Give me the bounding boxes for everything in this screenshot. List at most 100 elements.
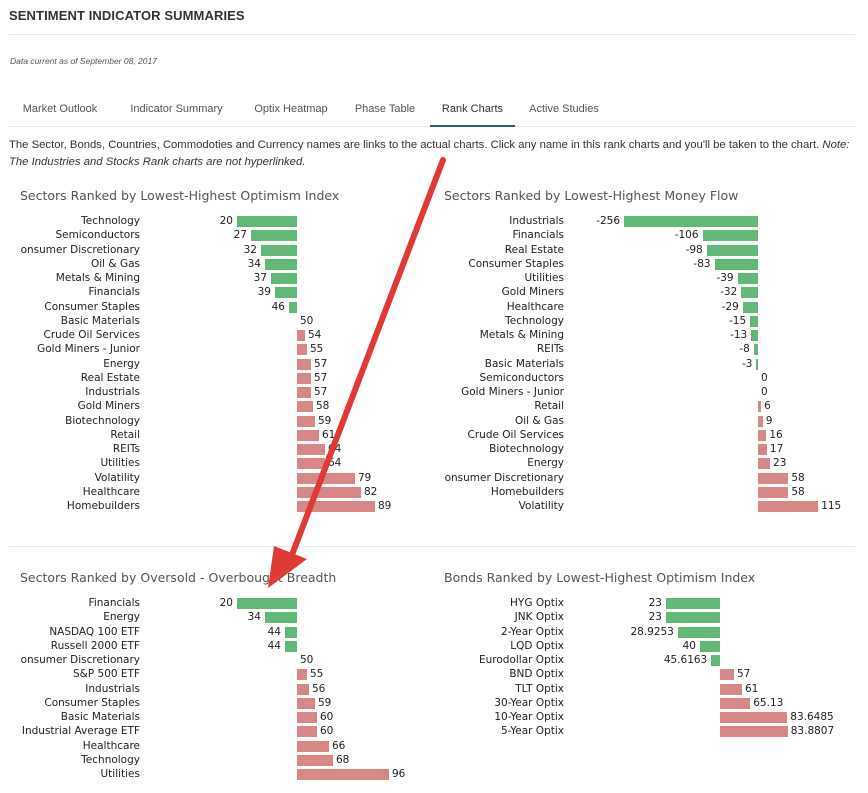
rank-row: LQD Optix 40 [444, 639, 854, 653]
bar-value: 66 [332, 739, 346, 752]
rank-label-financials[interactable]: Financials [512, 229, 564, 242]
bar [297, 387, 311, 398]
rank-row: Technology 20 [20, 214, 430, 228]
rank-row: Metals & Mining -13 [444, 328, 854, 342]
tab-rank-charts[interactable]: Rank Charts [430, 96, 515, 127]
rank-label-oil-gas[interactable]: Oil & Gas [514, 414, 564, 427]
rank-label-5-year-optix[interactable]: 5-Year Optix [501, 725, 564, 738]
rank-label-consumer-discretionary[interactable]: Consumer Discretionary [20, 243, 140, 256]
rank-label-biotechnology[interactable]: Biotechnology [65, 414, 140, 427]
rank-label-metals-mining[interactable]: Metals & Mining [55, 272, 140, 284]
rank-label-utilities[interactable]: Utilities [524, 272, 564, 284]
rank-label-utilities[interactable]: Utilities [100, 457, 140, 470]
rank-label-oil-gas[interactable]: Oil & Gas [90, 257, 140, 270]
rank-label-gold-miners-junior[interactable]: Gold Miners - Junior [461, 386, 564, 398]
rank-label-industrials[interactable]: Industrials [85, 386, 140, 398]
rank-row: Oil & Gas 34 [20, 257, 430, 271]
rank-label-homebuilders[interactable]: Homebuilders [490, 485, 564, 498]
rank-label-energy[interactable]: Energy [527, 457, 564, 470]
rank-label-2-year-optix[interactable]: 2-Year Optix [501, 625, 564, 638]
bar [758, 429, 767, 441]
rank-label-homebuilders[interactable]: Homebuilders [66, 500, 140, 512]
rank-row: Russell 2000 ETF 44 [20, 639, 430, 653]
rank-label-basic-materials[interactable]: Basic Materials [484, 357, 564, 370]
bar-value: -15 [729, 314, 747, 327]
rank-label-reits[interactable]: REITs [536, 343, 564, 356]
bar [297, 769, 389, 780]
rank-label-gold-miners[interactable]: Gold Miners [501, 286, 564, 299]
bar-value: 9 [765, 414, 773, 427]
rank-label-metals-mining[interactable]: Metals & Mining [479, 329, 564, 341]
rank-label-hyg-optix[interactable]: HYG Optix [510, 597, 564, 609]
rank-label-lqd-optix[interactable]: LQD Optix [510, 639, 564, 652]
bar [297, 501, 375, 512]
rank-label-industrials: Industrials [85, 682, 140, 695]
bar [297, 401, 313, 413]
rank-label-gold-miners[interactable]: Gold Miners [77, 400, 140, 413]
tab-active-studies[interactable]: Active Studies [529, 103, 599, 115]
rank-label-industrials[interactable]: Industrials [509, 215, 564, 227]
bar [285, 640, 297, 652]
bar-value: 56 [312, 682, 326, 695]
rank-label-bnd-optix[interactable]: BND Optix [509, 668, 564, 681]
rank-label-basic-materials[interactable]: Basic Materials [60, 314, 140, 327]
rank-label-jnk-optix[interactable]: JNK Optix [514, 611, 564, 624]
rank-label-real-estate[interactable]: Real Estate [504, 243, 564, 256]
rank-label-consumer-staples[interactable]: Consumer Staples [44, 300, 140, 313]
rank-label-healthcare[interactable]: Healthcare [506, 300, 564, 313]
rank-label-s-p-500-etf: S&P 500 ETF [73, 668, 140, 681]
bar [741, 287, 758, 299]
rank-label-semiconductors[interactable]: Semiconductors [479, 371, 564, 384]
rank-label-gold-miners-junior[interactable]: Gold Miners - Junior [37, 343, 140, 356]
bar [271, 273, 297, 284]
rank-label-healthcare[interactable]: Healthcare [82, 485, 140, 498]
rank-label-consumer-discretionary[interactable]: Consumer Discretionary [444, 471, 564, 484]
rank-label-consumer-discretionary: Consumer Discretionary [20, 654, 140, 666]
rank-label-semiconductors[interactable]: Semiconductors [55, 229, 140, 242]
tab-optix-heatmap[interactable]: Optix Heatmap [254, 103, 328, 115]
rank-label-financials[interactable]: Financials [88, 286, 140, 299]
bar [720, 697, 751, 709]
rank-row: Consumer Discretionary 32 [20, 243, 430, 257]
rank-label-technology[interactable]: Technology [505, 314, 564, 327]
bar [297, 683, 309, 695]
rank-row: BND Optix 57 [444, 667, 854, 681]
bar-value: 82 [364, 485, 378, 498]
rank-label-volatility[interactable]: Volatility [94, 471, 140, 484]
rank-label-crude-oil-services[interactable]: Crude Oil Services [43, 329, 140, 341]
bar [758, 486, 789, 498]
rank-label-volatility[interactable]: Volatility [518, 500, 564, 512]
rank-row: Biotechnology 17 [444, 442, 854, 456]
rank-label-10-year-optix[interactable]: 10-Year Optix [494, 711, 564, 723]
rank-label-30-year-optix[interactable]: 30-Year Optix [494, 696, 564, 709]
rank-label-tlt-optix[interactable]: TLT Optix [515, 682, 564, 695]
rank-label-crude-oil-services[interactable]: Crude Oil Services [467, 428, 564, 441]
rank-label-energy: Energy [103, 611, 140, 624]
rank-row: Real Estate -98 [444, 243, 854, 257]
rank-label-reits[interactable]: REITs [112, 443, 140, 455]
rank-label-retail[interactable]: Retail [534, 400, 564, 413]
tab-indicator-summary[interactable]: Indicator Summary [130, 103, 223, 115]
bar-value: 61 [745, 682, 759, 695]
rank-label-retail[interactable]: Retail [110, 428, 140, 441]
rank-label-technology[interactable]: Technology [81, 215, 140, 227]
rank-label-eurodollar-optix[interactable]: Eurodollar Optix [479, 654, 564, 666]
chart-title: Sectors Ranked by Lowest-Highest Optimis… [20, 188, 340, 203]
bar [265, 612, 297, 624]
bar-value: 28.9253 [630, 625, 674, 638]
bar [297, 458, 325, 470]
tab-market-outlook[interactable]: Market Outlook [22, 103, 98, 115]
bar-value: 45.6163 [663, 654, 708, 666]
tab-phase-table[interactable]: Phase Table [354, 103, 416, 115]
rank-label-consumer-staples[interactable]: Consumer Staples [468, 257, 564, 270]
rank-label-biotechnology[interactable]: Biotechnology [489, 443, 564, 455]
bar [758, 501, 819, 512]
bar-value: 64 [328, 443, 342, 455]
bar [737, 273, 758, 284]
bar-value: -106 [674, 229, 699, 242]
rank-row: Semiconductors 0 [444, 371, 854, 385]
bar-value: 34 [247, 611, 261, 624]
rank-label-real-estate[interactable]: Real Estate [80, 371, 140, 384]
rank-label-energy[interactable]: Energy [103, 357, 140, 370]
rank-label-russell-2000-etf: Russell 2000 ETF [50, 639, 140, 652]
